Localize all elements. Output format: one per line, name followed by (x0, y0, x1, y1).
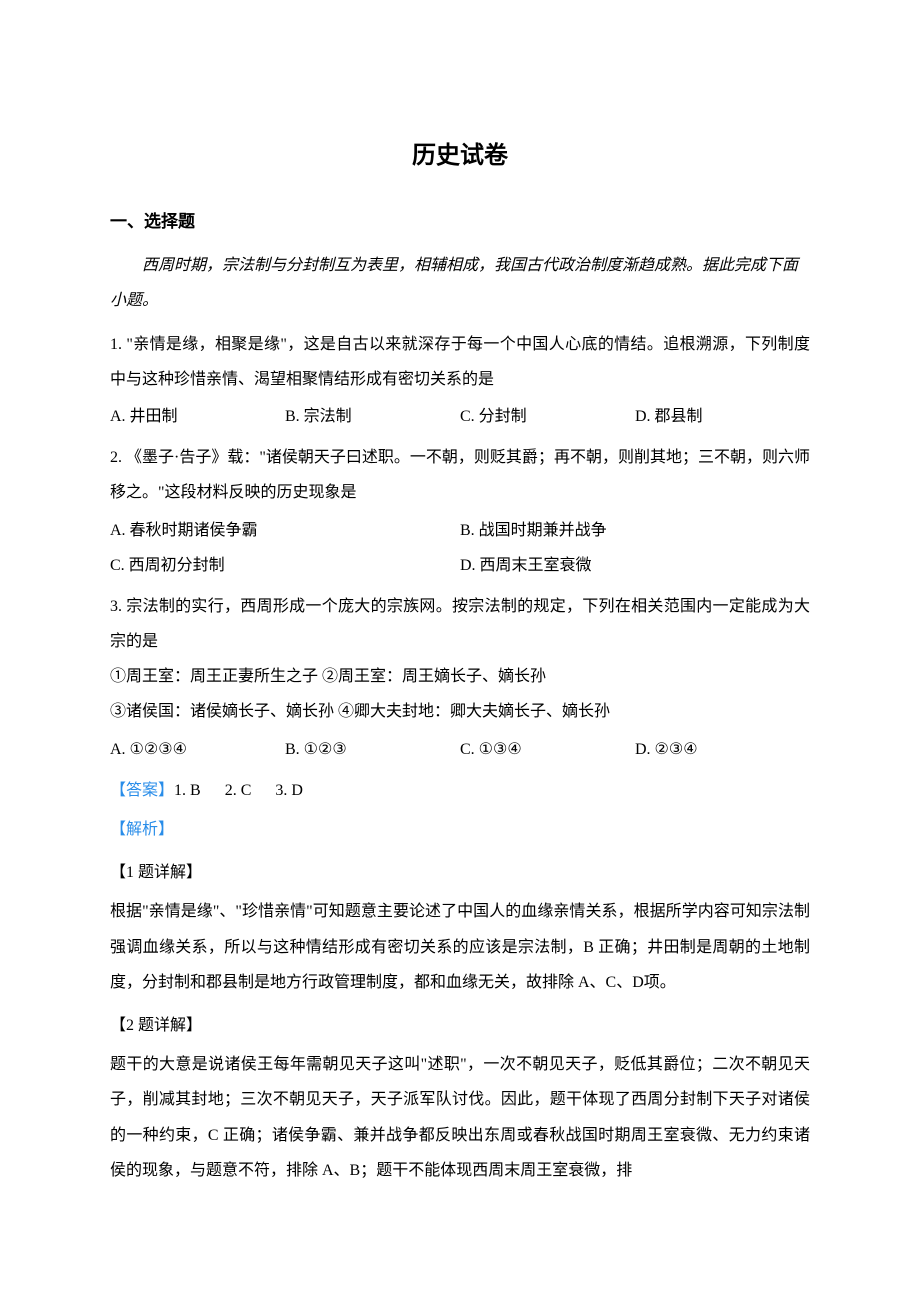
explain-label: 【解析】 (110, 812, 810, 847)
section-intro: 西周时期，宗法制与分封制互为表里，相辅相成，我国古代政治制度渐趋成熟。据此完成下… (110, 248, 810, 318)
question-3-text: 3. 宗法制的实行，西周形成一个庞大的宗族网。按宗法制的规定，下列在相关范围内一… (110, 589, 810, 659)
q1-option-c: C. 分封制 (460, 399, 635, 434)
answer-label: 【答案】 (110, 782, 174, 799)
question-1-text: 1. "亲情是缘，相聚是缘"，这是自古以来就深存于每一个中国人心底的情结。追根溯… (110, 327, 810, 397)
question-2-text: 2. 《墨子·告子》载："诸侯朝天子曰述职。一不朝，则贬其爵；再不朝，则削其地；… (110, 440, 810, 510)
question-2-options: A. 春秋时期诸侯争霸 B. 战国时期兼并战争 C. 西周初分封制 D. 西周末… (110, 513, 810, 583)
q2-option-a: A. 春秋时期诸侯争霸 (110, 513, 460, 548)
question-1: 1. "亲情是缘，相聚是缘"，这是自古以来就深存于每一个中国人心底的情结。追根溯… (110, 327, 810, 435)
answer-2: 2. C (225, 782, 252, 799)
q3-option-b: B. ①②③ (285, 732, 460, 767)
explain-2-text: 题干的大意是说诸侯王每年需朝见天子这叫"述职"，一次不朝见天子，贬低其爵位；二次… (110, 1047, 810, 1188)
answers: 【答案】1. B 2. C 3. D (110, 773, 810, 808)
q1-option-a: A. 井田制 (110, 399, 285, 434)
section-heading: 一、选择题 (110, 203, 810, 240)
question-3: 3. 宗法制的实行，西周形成一个庞大的宗族网。按宗法制的规定，下列在相关范围内一… (110, 589, 810, 767)
explain-1-heading: 【1 题详解】 (110, 855, 810, 890)
explain-2-heading: 【2 题详解】 (110, 1008, 810, 1043)
q1-option-b: B. 宗法制 (285, 399, 460, 434)
q1-option-d: D. 郡县制 (635, 399, 810, 434)
question-1-options: A. 井田制 B. 宗法制 C. 分封制 D. 郡县制 (110, 399, 810, 434)
question-3-line1: ①周王室：周王正妻所生之子 ②周王室：周王嫡长子、嫡长孙 (110, 659, 810, 694)
answer-3: 3. D (275, 782, 303, 799)
q3-option-c: C. ①③④ (460, 732, 635, 767)
exam-title: 历史试卷 (110, 130, 810, 183)
explain-1-text: 根据"亲情是缘"、"珍惜亲情"可知题意主要论述了中国人的血缘亲情关系，根据所学内… (110, 894, 810, 1000)
q3-option-d: D. ②③④ (635, 732, 810, 767)
q2-option-c: C. 西周初分封制 (110, 548, 460, 583)
q2-option-d: D. 西周末王室衰微 (460, 548, 810, 583)
question-3-line2: ③诸侯国：诸侯嫡长子、嫡长孙 ④卿大夫封地：卿大夫嫡长子、嫡长孙 (110, 694, 810, 729)
q2-option-b: B. 战国时期兼并战争 (460, 513, 810, 548)
question-3-options: A. ①②③④ B. ①②③ C. ①③④ D. ②③④ (110, 732, 810, 767)
q3-option-a: A. ①②③④ (110, 732, 285, 767)
answer-1: 1. B (174, 782, 201, 799)
question-2: 2. 《墨子·告子》载："诸侯朝天子曰述职。一不朝，则贬其爵；再不朝，则削其地；… (110, 440, 810, 583)
